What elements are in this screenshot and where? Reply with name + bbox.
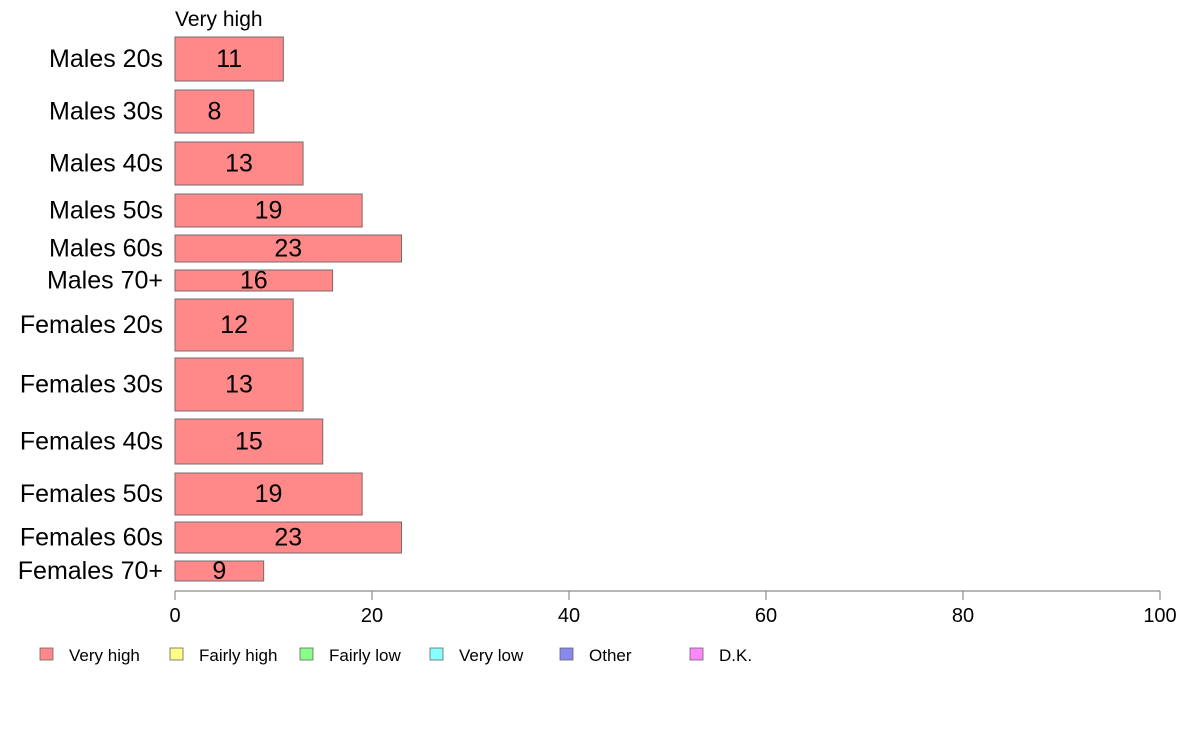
legend-label: Fairly high — [199, 646, 277, 665]
category-label: Males 60s — [49, 235, 163, 263]
bar-value-label: 12 — [220, 311, 248, 339]
bar-value-label: 19 — [255, 197, 283, 225]
bar — [174, 193, 363, 228]
x-axis: 0 20 40 60 80 100 — [169, 590, 1177, 627]
bar — [174, 141, 304, 186]
legend-swatch — [39, 647, 54, 661]
bar-value-label: 8 — [207, 98, 221, 126]
category-label: Males 30s — [49, 98, 163, 126]
bar-value-label: 16 — [240, 267, 268, 295]
legend-swatch — [689, 647, 704, 661]
legend-label: D.K. — [719, 646, 752, 665]
bar-value-label: 19 — [255, 480, 283, 508]
category-label: Females 40s — [20, 428, 163, 456]
bar — [174, 357, 304, 412]
category-label: Females 20s — [20, 311, 163, 339]
x-tick-label: 40 — [558, 605, 580, 627]
x-tick-label: 20 — [361, 605, 383, 627]
bar-value-label: 13 — [225, 371, 253, 399]
legend: Very high Fairly high Fairly low Very low Ot… — [39, 646, 752, 665]
bar — [174, 36, 284, 82]
x-tick-label: 100 — [1143, 605, 1176, 627]
bar — [174, 521, 403, 554]
bar-value-label: 9 — [212, 557, 226, 585]
bar — [174, 89, 255, 134]
bar-value-label: 11 — [216, 45, 242, 73]
category-label: Females 30s — [20, 371, 163, 399]
category-label: Males 20s — [49, 45, 163, 73]
category-label: Females 70+ — [18, 557, 163, 585]
bar — [174, 234, 403, 263]
x-tick-label: 0 — [169, 605, 180, 627]
legend-label: Very low — [459, 646, 524, 665]
bar — [174, 560, 265, 582]
bars-layer: Males 20s 11 Males 30s 8 Males 40s 13 Males 50… — [18, 36, 403, 585]
x-tick-label: 80 — [952, 605, 974, 627]
bar-value-label: 13 — [225, 150, 253, 178]
category-label: Females 50s — [20, 480, 163, 508]
bar-value-label: 23 — [274, 235, 302, 263]
legend-label: Very high — [69, 646, 140, 665]
series-title: Very high — [175, 8, 263, 31]
legend-swatch — [299, 647, 314, 661]
bar — [174, 472, 363, 516]
category-label: Males 50s — [49, 197, 163, 225]
category-label: Females 60s — [20, 524, 163, 552]
legend-swatch — [169, 647, 184, 661]
bar — [174, 418, 324, 465]
legend-label: Fairly low — [329, 646, 402, 665]
legend-swatch — [429, 647, 444, 661]
legend-swatch — [559, 647, 574, 661]
category-label: Males 40s — [49, 150, 163, 178]
bar — [174, 298, 294, 352]
bar-value-label: 23 — [274, 524, 302, 552]
bar — [174, 269, 334, 292]
x-tick-label: 60 — [755, 605, 777, 627]
category-label: Males 70+ — [47, 267, 163, 295]
legend-label: Other — [589, 646, 632, 665]
bar-value-label: 15 — [235, 428, 263, 456]
